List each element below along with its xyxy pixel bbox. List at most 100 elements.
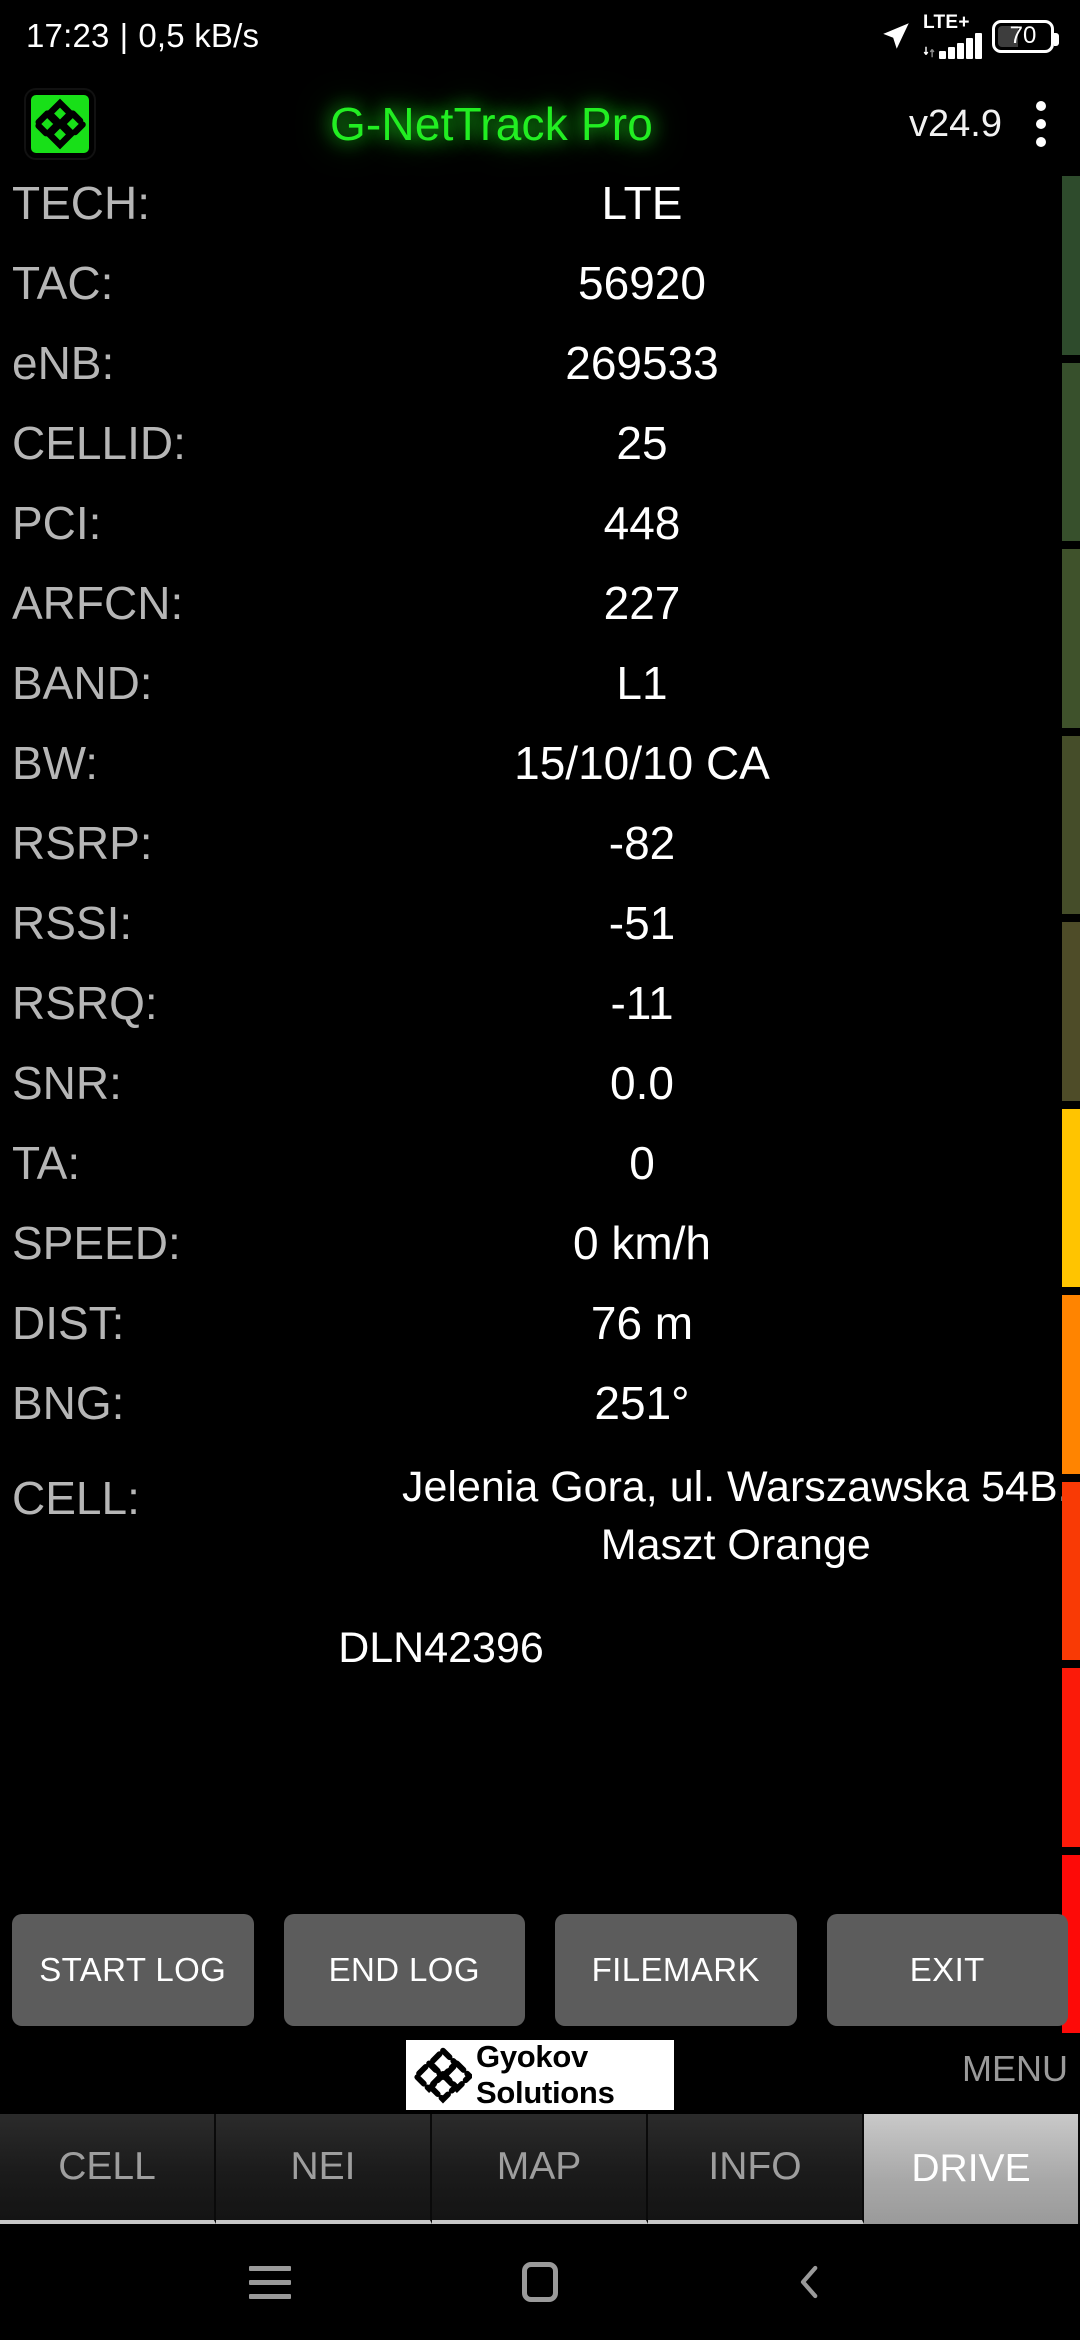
exit-button[interactable]: EXIT xyxy=(826,1914,1068,2026)
cell-info-value: 15/10/10 CA xyxy=(514,737,770,789)
signal-bar-1 xyxy=(939,51,946,59)
bottom-tab-bar: CELL NEI MAP INFO DRIVE xyxy=(0,2112,1080,2224)
battery-percent-text: 70 xyxy=(1009,22,1037,49)
cell-info-label: SNR: xyxy=(12,1057,122,1109)
cell-info-value: 0.0 xyxy=(610,1057,674,1109)
cell-info-label: TECH: xyxy=(12,177,150,229)
cell-info-row: DIST: 76 m xyxy=(0,1296,1048,1376)
battery-fill xyxy=(998,25,1018,47)
cell-info-label: BW: xyxy=(12,737,99,789)
data-rate-text: 0,5 kB/s xyxy=(138,17,260,54)
cell-info-label: ARFCN: xyxy=(12,577,184,629)
kebab-dot-1 xyxy=(1036,101,1046,111)
cell-info-label: TA: xyxy=(12,1137,81,1189)
home-icon[interactable] xyxy=(517,2259,563,2305)
cell-info-list: TECH: LTE TAC: 56920 eNB: 269533 CELLID: 25 PCI:… xyxy=(0,176,1070,1673)
kebab-dot-2 xyxy=(1036,119,1046,129)
gyokov-solutions-logo: Gyokov Solutions xyxy=(406,2039,674,2110)
cell-info-label: BAND: xyxy=(12,657,153,709)
back-icon[interactable] xyxy=(787,2259,833,2305)
cell-info-value: -11 xyxy=(610,977,674,1029)
cell-info-value: 0 xyxy=(629,1137,655,1189)
cell-address-label: CELL: xyxy=(12,1472,140,1524)
gyokov-diamond-icon xyxy=(26,90,94,158)
signal-bar-3 xyxy=(957,43,964,59)
cell-info-label: RSRP: xyxy=(12,817,153,869)
cell-info-row: eNB: 269533 xyxy=(0,336,1048,416)
gauge-segment xyxy=(1062,176,1080,355)
cell-info-row: BW: 15/10/10 CA xyxy=(0,736,1048,816)
android-nav-bar xyxy=(0,2224,1080,2340)
gauge-segment xyxy=(1062,1295,1080,1474)
menu-hint-label[interactable]: MENU xyxy=(962,2048,1068,2089)
cell-info-row: RSSI: -51 xyxy=(0,896,1048,976)
system-status-bar: 17:23 | 0,5 kB/s LTE+ xyxy=(0,0,1080,72)
signal-bar-4 xyxy=(966,38,973,59)
cell-info-label: RSRQ: xyxy=(12,977,158,1029)
data-transfer-icon xyxy=(923,46,935,58)
cell-info-value: 25 xyxy=(616,417,668,469)
cell-info-value: -51 xyxy=(608,897,676,949)
cell-code-text: DLN42396 xyxy=(338,1624,544,1672)
gauge-segment xyxy=(1062,549,1080,728)
end-log-button[interactable]: END LOG xyxy=(283,1914,525,2026)
signal-bars-icon xyxy=(923,33,982,59)
cell-info-row: SNR: 0.0 xyxy=(0,1056,1048,1136)
cell-info-value: 269533 xyxy=(565,337,719,389)
cell-info-label: PCI: xyxy=(12,497,102,549)
gauge-segment xyxy=(1062,362,1080,541)
cell-info-row: BAND: L1 xyxy=(0,656,1048,736)
location-arrow-icon xyxy=(883,23,909,49)
cell-info-label: BNG: xyxy=(12,1377,125,1429)
recents-icon[interactable] xyxy=(247,2259,293,2305)
battery-icon: 70 xyxy=(992,19,1059,53)
kebab-menu-icon[interactable] xyxy=(1028,95,1054,153)
app-version-label: v24.9 xyxy=(909,102,1002,145)
cell-info-label: eNB: xyxy=(12,337,115,389)
cell-info-label: DIST: xyxy=(12,1297,125,1349)
cell-info-label: RSSI: xyxy=(12,897,133,949)
signal-indicator: LTE+ xyxy=(923,13,982,59)
start-log-button[interactable]: START LOG xyxy=(12,1914,254,2026)
cell-info-value: 251° xyxy=(594,1377,690,1429)
app-header-bar: G-NetTrack Pro v24.9 xyxy=(0,72,1080,176)
rsrp-level-gauge xyxy=(1062,176,1080,2041)
action-button-row: START LOG END LOG FILEMARK EXIT xyxy=(0,1907,1080,2033)
signal-bar-5 xyxy=(975,33,982,59)
tab-cell[interactable]: CELL xyxy=(0,2114,216,2224)
tab-drive[interactable]: DRIVE xyxy=(864,2114,1080,2224)
tab-map[interactable]: MAP xyxy=(432,2114,648,2224)
cell-address-row: CELL: Jelenia Gora, ul. Warszawska 54B. Ma… xyxy=(0,1458,1070,1574)
cell-info-label: CELLID: xyxy=(12,417,186,469)
status-right-group: LTE+ 70 xyxy=(879,13,1059,59)
branding-row: Gyokov Solutions MENU xyxy=(0,2039,1080,2112)
cell-info-row: SPEED: 0 km/h xyxy=(0,1216,1048,1296)
network-type-label: LTE+ xyxy=(923,12,970,33)
clock-text: 17:23 xyxy=(26,17,110,54)
cell-info-row: CELLID: 25 xyxy=(0,416,1048,496)
signal-bar-2 xyxy=(948,47,955,59)
cell-info-row: TAC: 56920 xyxy=(0,256,1048,336)
page-title: G-NetTrack Pro xyxy=(329,98,654,150)
cell-info-label: SPEED: xyxy=(12,1217,181,1269)
cell-info-row: BNG: 251° xyxy=(0,1376,1048,1456)
tab-info[interactable]: INFO xyxy=(648,2114,864,2224)
cell-info-value: -82 xyxy=(608,817,676,869)
cell-info-row: ARFCN: 227 xyxy=(0,576,1048,656)
cell-address-line-1: Jelenia Gora, ul. Warszawska 54B. xyxy=(402,1463,1070,1511)
cell-info-value: 448 xyxy=(603,497,681,549)
status-left-group: 17:23 | 0,5 kB/s xyxy=(26,17,259,55)
gauge-segment xyxy=(1062,1668,1080,1847)
cell-info-row: PCI: 448 xyxy=(0,496,1048,576)
cell-info-row: TECH: LTE xyxy=(0,176,1048,256)
cell-info-value: LTE xyxy=(601,177,683,229)
kebab-dot-3 xyxy=(1036,137,1046,147)
gauge-segment xyxy=(1062,1108,1080,1287)
gyokov-diamond-mark-icon xyxy=(414,2046,472,2104)
filemark-button[interactable]: FILEMARK xyxy=(555,1914,797,2026)
cell-info-value: 76 m xyxy=(590,1297,694,1349)
cell-info-value: 0 km/h xyxy=(572,1217,712,1269)
cell-info-label: TAC: xyxy=(12,257,114,309)
tab-nei[interactable]: NEI xyxy=(216,2114,432,2224)
